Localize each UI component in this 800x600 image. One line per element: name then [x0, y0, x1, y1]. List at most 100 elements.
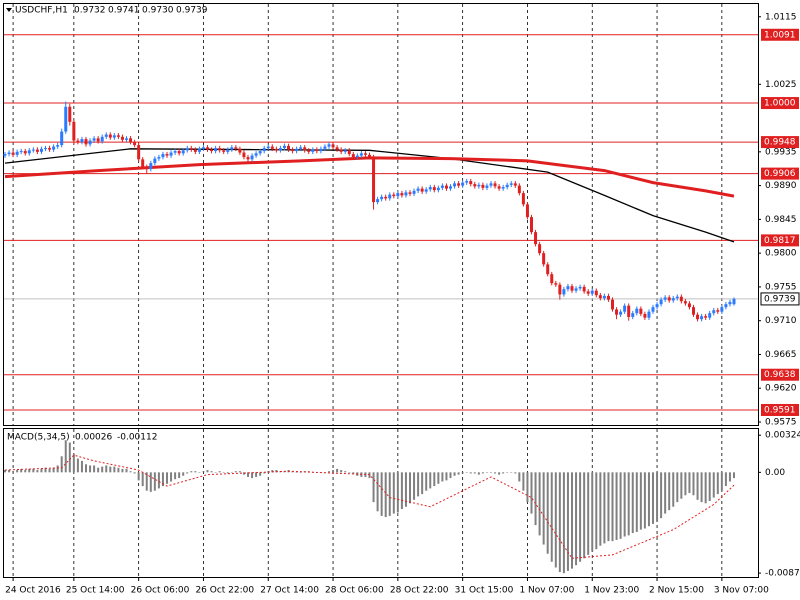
macd-bar — [76, 458, 79, 473]
candle-body — [108, 134, 112, 138]
candle-body — [542, 253, 546, 265]
candle-body — [598, 295, 602, 299]
macd-bar — [404, 472, 407, 507]
candle-body — [116, 135, 120, 137]
macd-bar — [575, 472, 578, 566]
macd-bar — [149, 472, 152, 492]
candle-body — [141, 159, 145, 167]
macd-bar — [631, 472, 634, 534]
macd-bar — [271, 470, 274, 473]
y-tick-label: 0.9845 — [765, 215, 797, 225]
macd-bar — [97, 467, 100, 473]
candle-body — [307, 150, 311, 152]
candle-body — [287, 145, 290, 150]
macd-bar — [113, 466, 116, 473]
macd-bar — [733, 472, 735, 479]
candle-body — [562, 289, 566, 295]
candle-body — [3, 154, 7, 156]
macd-bar — [226, 472, 229, 474]
macd-header-value: -0.00112 — [117, 433, 157, 443]
macd-bar — [388, 472, 391, 516]
macd-bar — [400, 472, 403, 510]
macd-bar — [700, 472, 703, 503]
macd-bar — [421, 472, 424, 495]
macd-bar — [441, 472, 444, 482]
candle-body — [659, 299, 663, 305]
candle-body — [35, 149, 39, 152]
candle-body — [704, 316, 708, 318]
candle-body — [44, 148, 47, 150]
macd-bar — [178, 472, 181, 479]
macd-bar — [348, 472, 351, 473]
macd-bar — [52, 467, 55, 473]
candle-body — [258, 151, 262, 154]
candle-body — [218, 148, 222, 151]
macd-bar — [109, 466, 112, 473]
candle-body — [566, 286, 570, 290]
macd-bar — [696, 472, 699, 500]
candle-body — [165, 154, 169, 156]
candle-body — [505, 184, 509, 188]
macd-bar — [157, 472, 160, 489]
x-tick-label: 24 Oct 2016 — [5, 586, 61, 596]
macd-bar — [170, 472, 173, 482]
macd-bar — [502, 472, 505, 474]
candle-body — [574, 288, 578, 291]
candle-body — [315, 149, 319, 152]
macd-bar — [720, 472, 723, 491]
macd-bar — [546, 472, 549, 554]
candle-body — [623, 305, 627, 312]
macd-bar — [656, 472, 659, 522]
candle-body — [440, 185, 444, 188]
macd-bar — [639, 472, 642, 530]
macd-bar — [101, 466, 104, 473]
candle-body — [590, 290, 594, 294]
macd-bar — [538, 472, 541, 536]
x-tick-label: 26 Oct 06:00 — [131, 586, 190, 596]
macd-bar — [417, 472, 420, 497]
candle-body — [728, 301, 732, 305]
candle-body — [469, 181, 473, 185]
candle-body — [700, 316, 704, 320]
candle-body — [720, 307, 724, 312]
macd-bar — [587, 472, 590, 555]
macd-bar — [166, 472, 168, 484]
macd-bar — [24, 470, 27, 473]
macd-bar — [413, 472, 416, 500]
macd-bar — [522, 472, 525, 491]
candle-body — [19, 151, 23, 153]
candle-body — [120, 136, 124, 140]
candle-body — [368, 154, 371, 158]
candle-body — [404, 192, 408, 196]
candle-body — [481, 184, 485, 188]
macd-bar — [60, 456, 63, 473]
candle-body — [222, 150, 226, 152]
candle-body — [230, 147, 234, 150]
macd-bar — [234, 471, 237, 473]
macd-header-value: 0.00026 — [75, 433, 112, 443]
macd-bar — [48, 468, 51, 473]
candle-body — [331, 144, 335, 148]
header-value: 0.9739 — [176, 6, 208, 16]
candle-body — [501, 187, 505, 189]
macd-bar — [80, 460, 83, 473]
candle-body — [355, 155, 359, 158]
macd-bar — [449, 472, 452, 479]
macd-bar — [182, 472, 185, 476]
macd-bar — [141, 472, 144, 487]
y-tick-label: 0.9575 — [765, 417, 797, 427]
candle-body — [485, 185, 489, 188]
x-tick-label: 26 Oct 22:00 — [195, 586, 254, 596]
candle-body — [335, 147, 339, 150]
macd-bar — [465, 472, 468, 473]
candle-body — [712, 310, 716, 314]
macd-bar — [137, 472, 140, 481]
x-tick-label: 27 Oct 14:00 — [260, 586, 319, 596]
macd-bar — [627, 472, 630, 536]
macd-bar — [372, 472, 375, 503]
macd-bar — [672, 472, 675, 507]
macd-bar — [89, 465, 92, 473]
macd-bar — [352, 472, 355, 474]
level-label-box — [761, 234, 799, 247]
macd-bar — [20, 468, 23, 473]
